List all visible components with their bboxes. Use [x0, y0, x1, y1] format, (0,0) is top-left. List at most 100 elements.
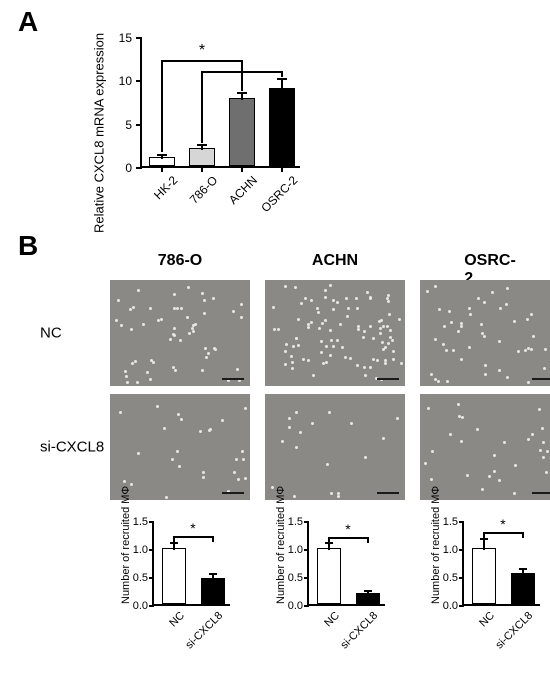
mini-chart-ytick-label: 0.5	[279, 572, 303, 584]
micrograph-cell-dot	[284, 285, 287, 288]
chart-a-xlabel: OSRC-2	[251, 166, 300, 215]
micrograph-cell-dot	[179, 339, 182, 342]
micrograph-cell-dot	[203, 312, 206, 315]
micrograph-cell-dot	[173, 327, 176, 330]
micrograph-cell-dot	[325, 361, 328, 364]
micrograph-cell-dot	[430, 478, 433, 481]
chart-a-bar	[229, 98, 255, 166]
mini-chart-ytick-label: 0.5	[434, 572, 458, 584]
micrograph-cell-dot	[355, 297, 358, 300]
mini-chart-y-title: Number of recruited MΦ	[275, 520, 287, 604]
chart-a-y-title: Relative CXCL8 mRNA expression	[92, 103, 107, 233]
micrograph-cell-dot	[498, 340, 501, 343]
micrograph-cell-dot	[480, 323, 483, 326]
micrograph-cell-dot	[293, 495, 296, 498]
micrograph-cell-dot	[387, 294, 390, 297]
mini-chart-ytick	[304, 605, 309, 607]
micrograph-cell-dot	[442, 343, 445, 346]
micrograph-cell-dot	[337, 492, 340, 495]
micrograph-cell-dot	[332, 345, 335, 348]
micrograph-cell-dot	[131, 362, 134, 365]
mini-chart-sig-line	[483, 532, 485, 538]
micrograph-cell-dot	[530, 313, 533, 316]
micrograph-cell-dot	[364, 374, 367, 377]
micrograph-cell-dot	[460, 325, 463, 328]
chart-a-sig-line	[241, 71, 243, 91]
micrograph-cell-dot	[542, 456, 545, 459]
micrograph-cell-dot	[117, 299, 120, 302]
micrograph-cell-dot	[284, 363, 287, 366]
micrograph-cell-dot	[336, 339, 339, 342]
micrograph-cell-dot	[307, 323, 310, 326]
micrograph-cell-dot	[304, 297, 307, 300]
micrograph-cell-dot	[292, 345, 295, 348]
micrograph-cell-dot	[201, 292, 204, 295]
chart-a-sig-line	[161, 60, 163, 153]
mini-chart-sig-star: *	[190, 520, 195, 536]
micrograph-cell-dot	[392, 358, 395, 361]
micrograph-cell-dot	[204, 347, 207, 350]
mini-chart-ytick	[459, 577, 464, 579]
micrograph-cell-dot	[544, 348, 547, 351]
micrograph-cell-dot	[517, 350, 520, 353]
micrograph-cell-dot	[297, 344, 300, 347]
mini-chart-bar	[162, 548, 186, 604]
micrograph-cell-dot	[244, 407, 247, 410]
mini-chart-xlabel: NC	[316, 604, 341, 629]
chart-a-ytick	[136, 167, 142, 169]
mini-chart-ytick-label: 0.0	[434, 600, 458, 612]
mini-chart-bar	[511, 573, 535, 604]
micrograph-cell-dot	[174, 369, 177, 372]
micrograph-cell-dot	[452, 349, 455, 352]
micrograph-cell-dot	[391, 339, 394, 342]
mini-chart-ytick	[304, 521, 309, 523]
micrograph-cell-dot	[483, 301, 486, 304]
scalebar	[377, 378, 399, 380]
mini-chart-ytick	[149, 521, 154, 523]
chart-a-sig-line	[281, 71, 283, 77]
scalebar	[532, 492, 550, 494]
micrograph-cell-dot	[513, 320, 516, 323]
micrograph-cell-dot	[288, 426, 291, 429]
mini-chart-ytick	[149, 549, 154, 551]
mini-chart-sig-star: *	[345, 521, 350, 537]
micrograph-cell-dot	[468, 307, 471, 310]
micrograph-cell-dot	[498, 369, 501, 372]
chart-a-ytick	[136, 124, 142, 126]
micrograph-cell-dot	[126, 381, 129, 384]
mini-chart-errorcap	[519, 568, 527, 570]
micrograph-cell-dot	[398, 318, 401, 321]
micrograph-cell-dot	[326, 463, 329, 466]
micrograph-cell-dot	[192, 330, 195, 333]
chart-a-errorcap	[197, 144, 207, 146]
micrograph-cell-dot	[387, 300, 390, 303]
micrograph-cell-dot	[178, 465, 181, 468]
micrograph-cell-dot	[177, 413, 180, 416]
micrograph-cell-dot	[437, 380, 440, 383]
mini-chart-sig-line	[329, 537, 368, 539]
chart-a-sig-line	[241, 60, 243, 71]
micrograph-cell-dot	[366, 291, 369, 294]
micrograph-cell-dot	[468, 346, 471, 349]
micrograph-cell-dot	[539, 449, 542, 452]
micrograph-cell-dot	[369, 366, 372, 369]
micrograph-cell-dot	[271, 486, 274, 489]
micrograph-cell-dot	[349, 357, 352, 360]
mini-chart-sig-line	[328, 537, 330, 543]
mini-chart-y-title: Number of recruited MΦ	[120, 520, 132, 604]
micrograph-cell-dot	[460, 322, 463, 325]
micrograph-cell-dot	[339, 323, 342, 326]
micrograph-cell-dot	[330, 339, 333, 342]
micrograph-cell-dot	[235, 458, 238, 461]
micrograph-cell-dot	[369, 325, 372, 328]
mini-chart-bar	[317, 548, 341, 604]
micrograph-cell-dot	[426, 290, 429, 293]
mini-chart-errorcap	[480, 538, 488, 540]
micrograph-cell-dot	[344, 356, 347, 359]
micrograph-cell-dot	[514, 464, 517, 467]
micrograph-cell-dot	[236, 368, 239, 371]
mini-chart-errorcap	[325, 542, 333, 544]
recruited-macrophage-bar-chart: Number of recruited MΦ0.00.51.01.5NCsi-C…	[420, 514, 550, 674]
micrograph-cell-dot	[307, 326, 310, 329]
mini-chart-ytick	[149, 605, 154, 607]
